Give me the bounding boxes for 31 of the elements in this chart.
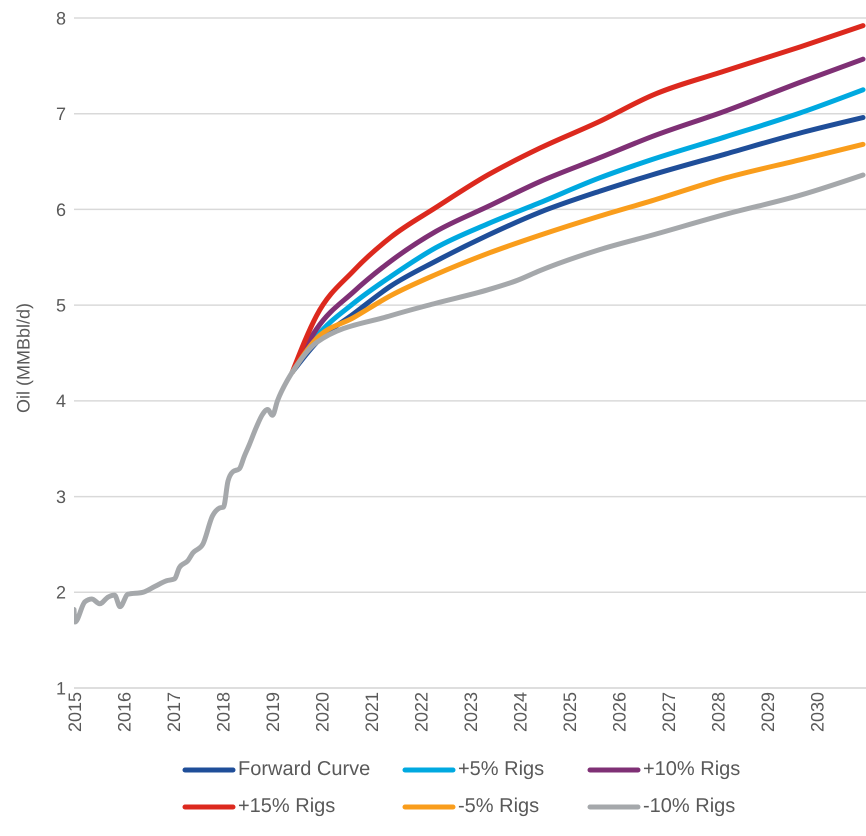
legend-label: -10% Rigs	[643, 795, 736, 818]
x-tick-label: 2030	[807, 692, 828, 732]
y-tick-label: 8	[56, 8, 66, 28]
x-tick-label: 2024	[510, 692, 530, 732]
y-tick-label: 2	[56, 582, 66, 603]
x-tick-label: 2023	[460, 692, 481, 732]
x-tick-label: 2016	[114, 692, 134, 732]
y-tick-label: 4	[56, 391, 66, 412]
y-tick-label: 6	[56, 200, 66, 220]
y-tick-label: 5	[56, 296, 66, 316]
legend-label: +15% Rigs	[238, 795, 336, 818]
x-tick-label: 2021	[362, 692, 382, 732]
x-tick-label: 2029	[758, 692, 778, 732]
legend-label: Forward Curve	[238, 758, 370, 781]
x-tick-label: 2017	[164, 692, 184, 732]
legend-label: -5% Rigs	[458, 795, 540, 818]
y-tick-label: 7	[56, 104, 66, 124]
x-tick-label: 2018	[213, 692, 234, 732]
x-tick-label: 2028	[708, 692, 728, 732]
y-tick-label: 3	[56, 486, 66, 507]
x-tick-label: 2027	[658, 692, 679, 732]
y-tick-label: 1	[56, 678, 66, 698]
x-tick-label: 2026	[609, 692, 630, 732]
x-tick-label: 2020	[312, 692, 332, 732]
x-tick-label: 2022	[411, 692, 432, 732]
x-tick-label: 2015	[64, 692, 85, 732]
x-tick-label: 2025	[560, 692, 580, 732]
legend-label: +5% Rigs	[458, 758, 544, 781]
legend-label: +10% Rigs	[643, 758, 740, 781]
y-axis-title: Oil (MMBbl/d)	[13, 302, 34, 413]
x-tick-label: 2019	[262, 692, 283, 732]
